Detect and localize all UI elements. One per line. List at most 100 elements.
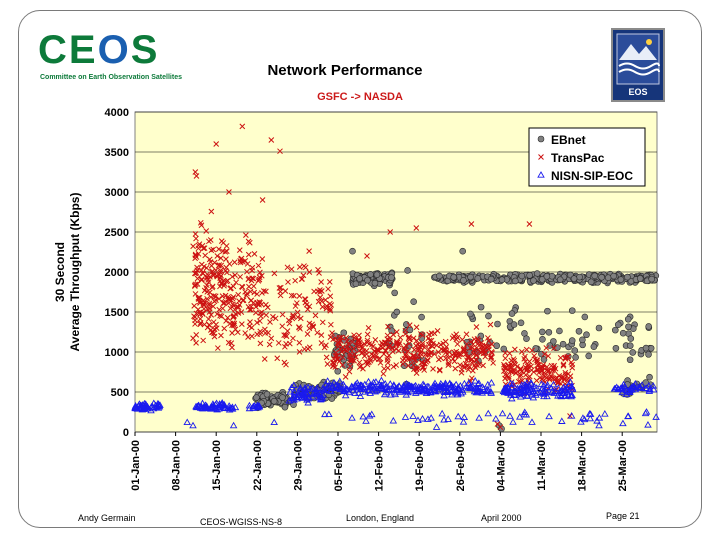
data-point-ebnet — [585, 352, 592, 360]
data-point-transpac — [223, 248, 230, 255]
data-point-nisn-sip-eoc — [409, 412, 417, 419]
data-point-transpac — [426, 331, 432, 338]
data-point-nisn-sip-eoc — [530, 382, 539, 390]
data-point-transpac — [286, 320, 293, 327]
data-point-nisn-sip-eoc — [431, 382, 440, 390]
data-point-transpac — [405, 335, 412, 342]
x-tick-label: 18-Mar-00 — [577, 440, 589, 491]
data-point-nisn-sip-eoc — [586, 414, 595, 422]
data-point-nisn-sip-eoc — [297, 391, 306, 399]
data-point-nisn-sip-eoc — [286, 387, 295, 395]
data-point-nisn-sip-eoc — [548, 387, 557, 394]
data-point-transpac — [531, 353, 538, 359]
data-point-nisn-sip-eoc — [593, 417, 601, 424]
data-point-transpac — [402, 351, 409, 358]
data-point-transpac — [296, 349, 303, 355]
data-point-transpac — [406, 322, 413, 328]
data-point-transpac — [284, 328, 291, 334]
data-point-transpac — [509, 367, 516, 374]
data-point-transpac — [321, 344, 328, 351]
data-point-transpac — [445, 362, 452, 369]
x-tick-label: 05-Feb-00 — [333, 440, 345, 491]
data-point-transpac — [190, 243, 196, 250]
data-point-nisn-sip-eoc — [579, 414, 587, 421]
data-point-transpac — [270, 313, 276, 320]
data-point-transpac — [389, 345, 396, 351]
data-point-transpac — [245, 251, 252, 258]
data-point-nisn-sip-eoc — [539, 381, 548, 389]
data-point-transpac — [434, 328, 441, 334]
data-point-transpac — [436, 367, 443, 374]
data-point-nisn-sip-eoc — [522, 391, 531, 399]
data-point-nisn-sip-eoc — [479, 385, 488, 392]
data-point-transpac — [279, 323, 286, 330]
data-point-transpac — [530, 369, 537, 375]
data-point-nisn-sip-eoc — [335, 377, 344, 385]
data-point-nisn-sip-eoc — [366, 381, 374, 389]
data-point-transpac — [562, 375, 568, 382]
footer-page: Page 21 — [606, 511, 640, 521]
data-point-ebnet — [546, 342, 554, 349]
data-point-transpac — [419, 359, 425, 366]
data-point-nisn-sip-eoc — [563, 388, 571, 396]
data-point-transpac — [375, 356, 382, 363]
data-point-transpac — [562, 369, 569, 376]
data-point-ebnet — [371, 279, 379, 287]
data-point-transpac — [294, 309, 301, 316]
data-point-transpac — [242, 289, 248, 295]
data-point-ebnet — [467, 273, 474, 281]
data-point-transpac — [193, 270, 199, 277]
data-point-transpac — [206, 256, 213, 263]
data-point-transpac — [557, 354, 564, 361]
data-point-transpac — [248, 297, 255, 304]
data-point-nisn-sip-eoc — [536, 388, 545, 395]
data-point-transpac — [418, 348, 424, 355]
data-point-transpac — [226, 261, 233, 267]
data-point-transpac — [326, 279, 333, 285]
data-point-transpac — [296, 293, 303, 299]
data-point-transpac — [224, 314, 231, 321]
data-point-transpac — [240, 297, 247, 303]
data-point-nisn-sip-eoc — [506, 379, 515, 387]
data-point-transpac — [560, 361, 567, 368]
data-point-nisn-sip-eoc — [644, 421, 652, 428]
data-point-transpac — [216, 295, 222, 302]
data-point-ebnet — [629, 349, 637, 356]
data-point-nisn-sip-eoc — [351, 389, 359, 396]
data-point-transpac — [213, 321, 219, 328]
ceos-logo-subtitle: Committee on Earth Observation Satellite… — [40, 74, 182, 81]
data-point-transpac — [214, 273, 221, 280]
data-point-transpac — [337, 345, 344, 352]
data-point-nisn-sip-eoc — [417, 384, 425, 391]
data-point-transpac — [453, 348, 460, 355]
data-point-ebnet — [627, 335, 635, 342]
footer-location: London, England — [346, 513, 415, 523]
data-point-transpac — [371, 348, 378, 355]
data-point-nisn-sip-eoc — [366, 389, 375, 396]
data-point-transpac — [539, 364, 545, 370]
data-point-ebnet — [624, 315, 632, 323]
data-point-transpac — [347, 357, 353, 363]
data-point-ebnet — [460, 277, 467, 284]
data-point-nisn-sip-eoc — [516, 392, 525, 400]
data-point-nisn-sip-eoc — [348, 414, 356, 421]
data-point-transpac — [217, 283, 223, 290]
data-point-nisn-sip-eoc — [375, 380, 384, 387]
data-point-transpac — [217, 267, 224, 274]
ceos-logo-letter: S — [130, 28, 160, 72]
data-point-transpac — [245, 303, 252, 310]
data-point-transpac — [469, 344, 476, 351]
data-point-transpac — [472, 364, 479, 371]
data-point-nisn-sip-eoc — [502, 385, 511, 393]
data-point-nisn-sip-eoc — [625, 386, 634, 393]
y-axis-label-line2: Average Throughput (Kbps) — [68, 193, 82, 352]
data-point-transpac — [505, 362, 512, 369]
data-point-transpac — [259, 197, 266, 203]
data-point-nisn-sip-eoc — [301, 384, 309, 391]
data-point-transpac — [480, 362, 486, 369]
data-point-transpac — [364, 337, 371, 344]
data-point-transpac — [227, 285, 234, 292]
data-point-transpac — [540, 364, 547, 371]
data-point-transpac — [250, 283, 257, 290]
